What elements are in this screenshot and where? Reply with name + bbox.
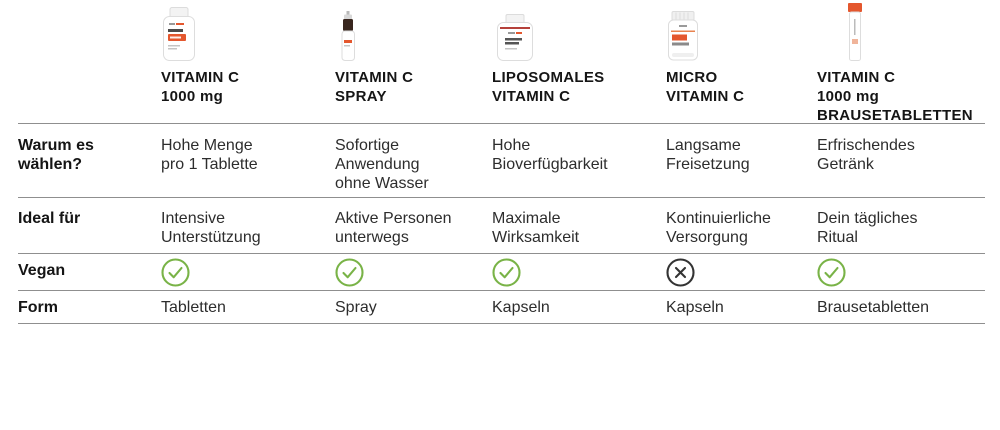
row-label-warum-es-waehlen: Warum es wählen? [18,137,94,173]
table-cell [817,254,985,292]
product-column-brausetabletten: VITAMIN C 1000 mg BRAUSETABLETTEN [817,0,985,125]
product-column-vitamin-c-spray: VITAMIN C SPRAY [335,0,492,125]
brausetabletten-tube-image[interactable] [847,3,973,61]
product-column-vitamin-c-1000: VITAMIN C 1000 mg [161,0,335,125]
table-cell: Spray [335,299,377,316]
row-warum-es-waehlen: Warum es wählen? Hohe Menge pro 1 Tablet… [18,123,985,197]
row-form: Form Tabletten Spray Kapseln Kapseln Bra… [18,290,985,324]
product-name[interactable]: MICRO VITAMIN C [666,69,745,105]
vitamin-c-1000-bottle-image[interactable] [161,4,323,61]
row-label-vegan: Vegan [18,262,66,279]
table-cell: Hohe Menge pro 1 Tablette [161,137,258,173]
table-cell: Brausetabletten [817,299,930,316]
product-name[interactable]: LIPOSOMALES VITAMIN C [492,69,605,105]
row-label-ideal-fuer: Ideal für [18,210,81,227]
check-circle-icon [817,258,846,287]
product-comparison-table: VITAMIN C 1000 mg VITAMIN C SPRAY [18,0,985,324]
product-name[interactable]: VITAMIN C 1000 mg BRAUSETABLETTEN [817,69,973,124]
check-circle-icon [492,258,521,287]
table-cell: Aktive Personen unterwegs [335,210,452,246]
table-cell: Kapseln [492,299,550,316]
product-column-micro: MICRO VITAMIN C [666,0,817,125]
product-name[interactable]: VITAMIN C 1000 mg [161,69,240,105]
row-label-form: Form [18,299,58,316]
table-cell: Intensive Unterstützung [161,210,261,246]
table-cell [161,254,335,292]
table-cell: Erfrischendes Getränk [817,137,915,173]
table-cell: Maximale Wirksamkeit [492,210,580,246]
product-header-row: VITAMIN C 1000 mg VITAMIN C SPRAY [18,0,985,125]
x-circle-icon [666,258,695,287]
table-cell: Langsame Freisetzung [666,137,750,173]
table-cell: Tabletten [161,299,226,316]
table-cell: Dein tägliches Ritual [817,210,918,246]
row-ideal-fuer: Ideal für Intensive Unterstützung Aktive… [18,197,985,253]
check-circle-icon [335,258,364,287]
header-spacer [18,0,161,125]
table-cell [335,254,492,292]
table-cell: Kapseln [666,299,724,316]
table-cell: Kontinuierliche Versorgung [666,210,771,246]
check-circle-icon [161,258,190,287]
row-vegan: Vegan [18,253,985,290]
table-cell [492,254,666,292]
table-cell [666,254,817,292]
table-cell: Sofortige Anwendung ohne Wasser [335,137,429,192]
vitamin-c-spray-bottle-image[interactable] [338,4,480,61]
micro-vitamin-c-jar-image[interactable] [666,4,805,61]
liposomales-vitamin-c-bottle-image[interactable] [495,4,654,61]
product-name[interactable]: VITAMIN C SPRAY [335,69,414,105]
table-cell: Hohe Bioverfügbarkeit [492,137,608,173]
product-column-liposomales: LIPOSOMALES VITAMIN C [492,0,666,125]
